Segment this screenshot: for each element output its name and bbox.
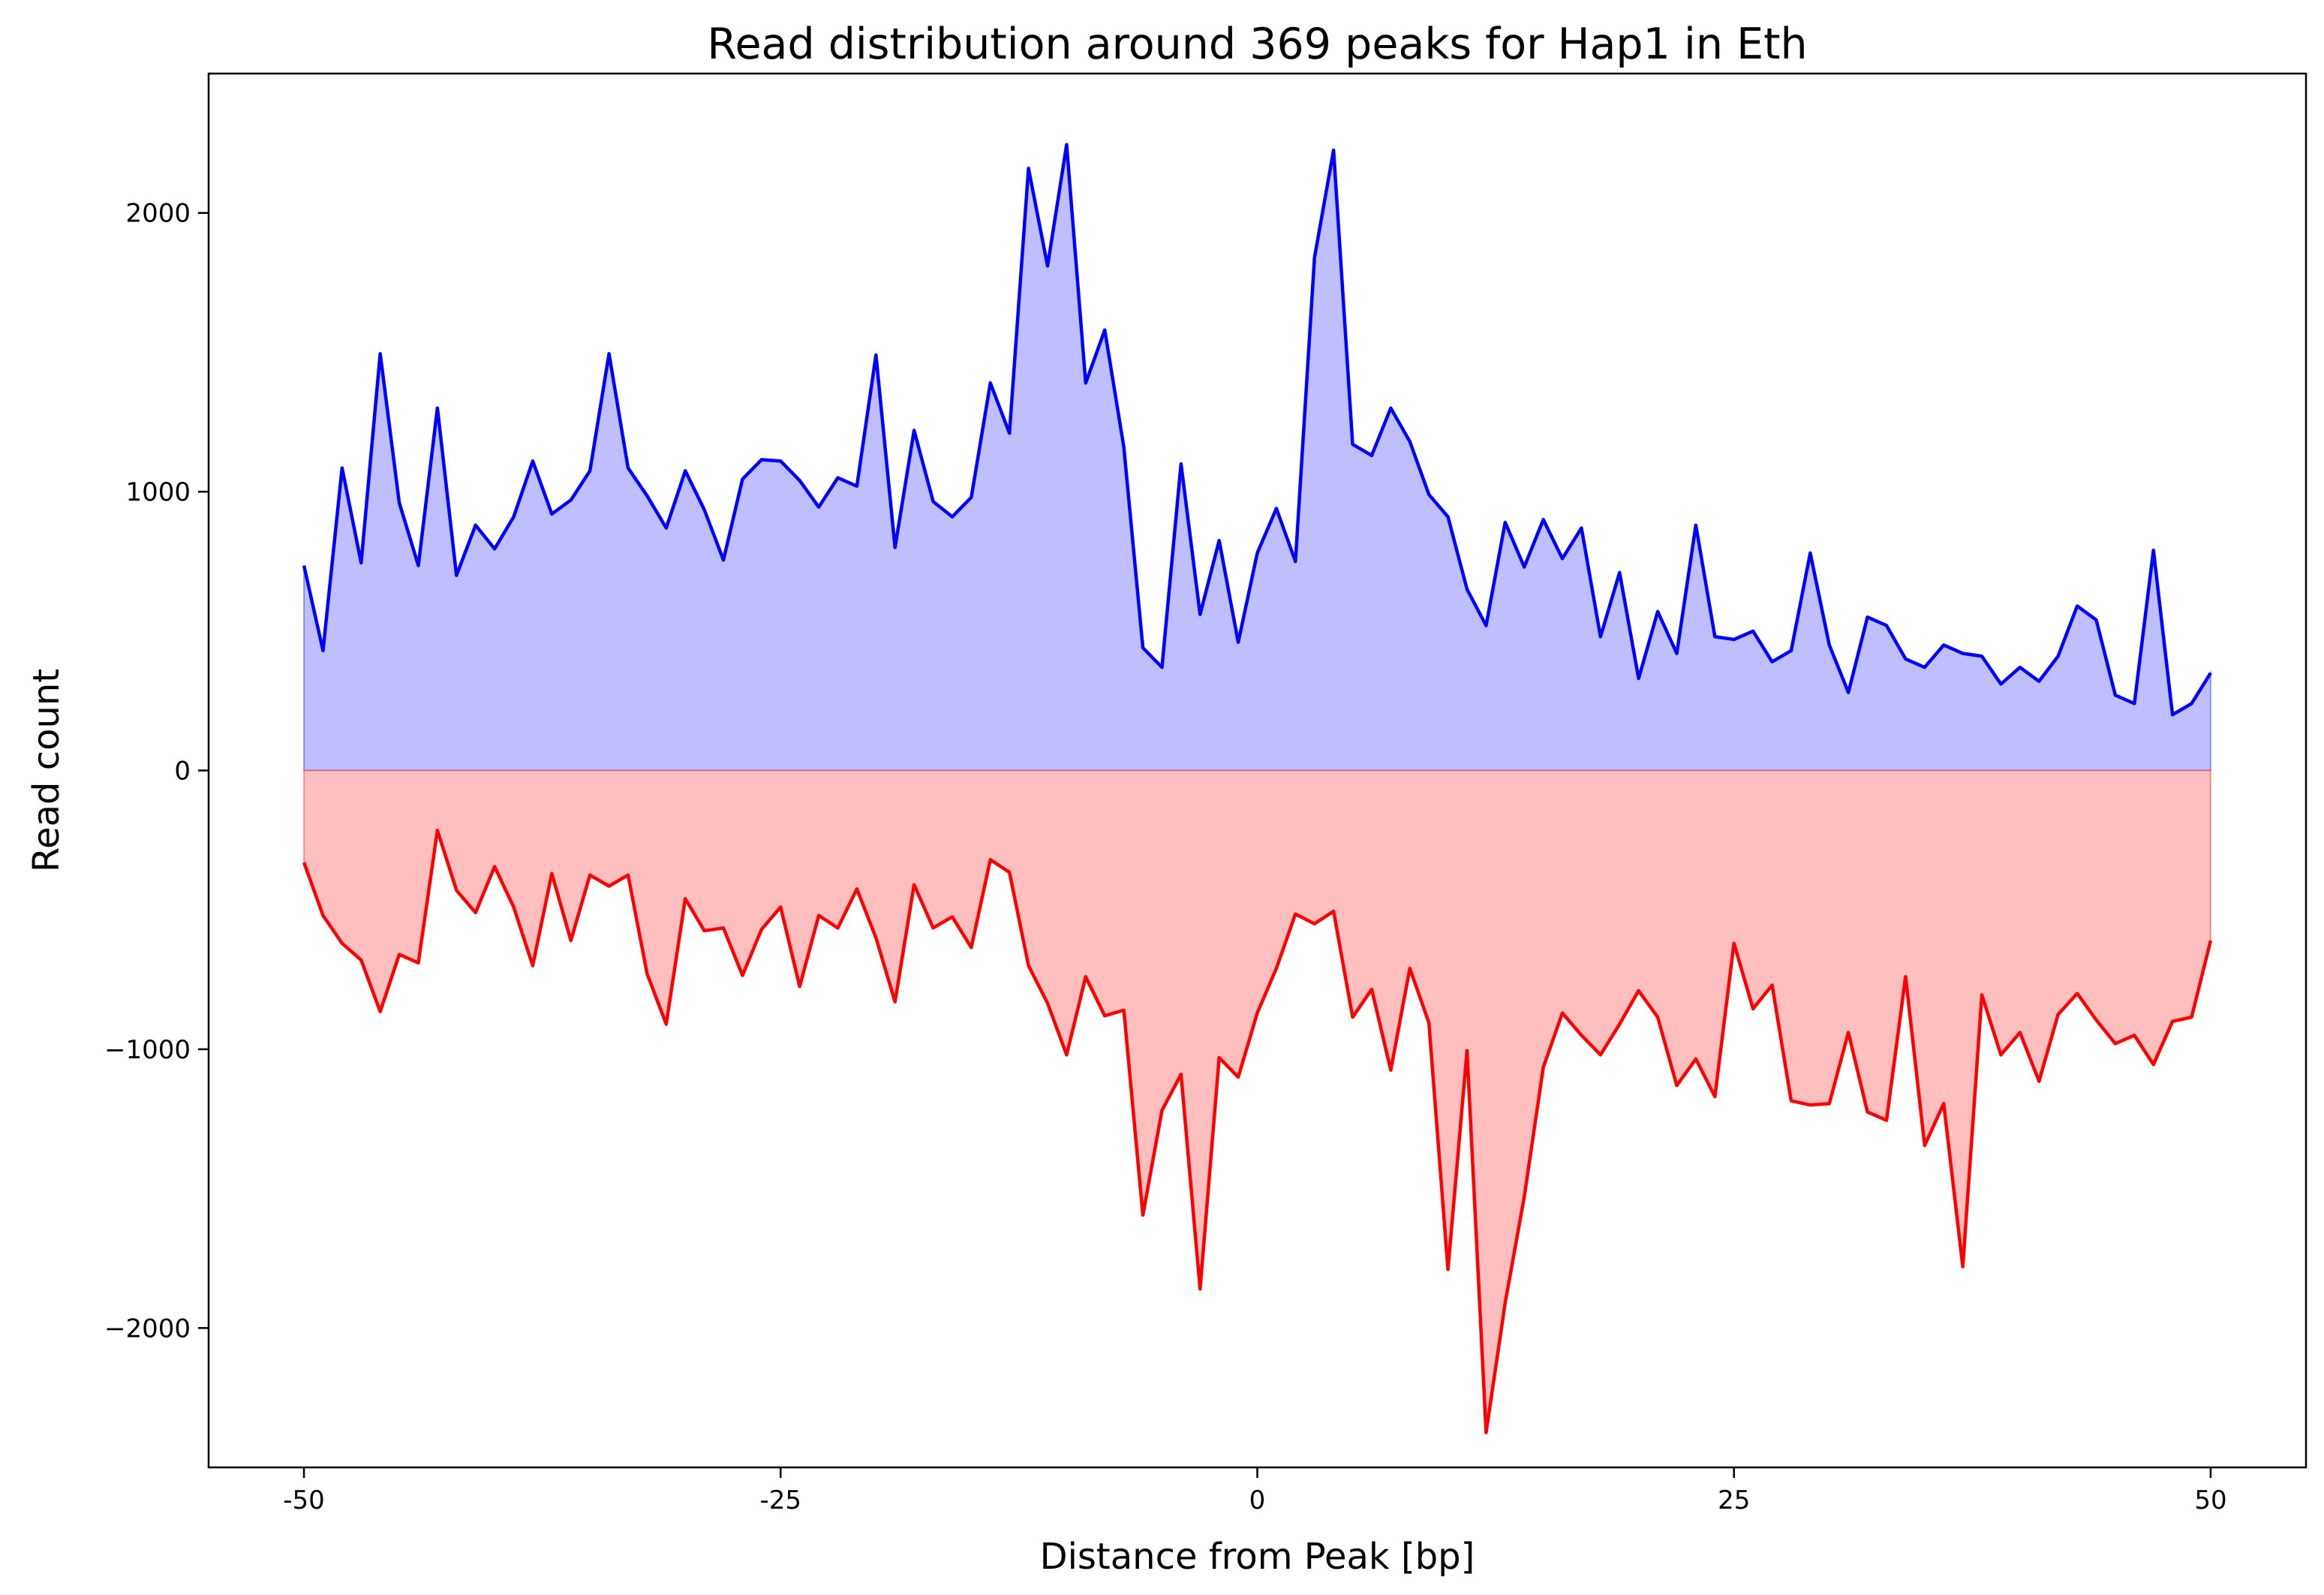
x-tick-label: 50 [2194, 1485, 2226, 1515]
x-tick-label: -50 [283, 1485, 325, 1515]
x-axis-label: Distance from Peak [bp] [1040, 1536, 1475, 1578]
y-tick-label: −2000 [104, 1314, 191, 1344]
series-lines [302, 143, 2213, 1434]
y-tick-label: 2000 [125, 199, 191, 229]
y-axis-label: Read count [26, 669, 68, 872]
x-tick-label: 0 [1249, 1485, 1266, 1515]
x-tick-label: 25 [1718, 1485, 1750, 1515]
y-tick-label: 0 [174, 757, 191, 787]
x-tick-label: -25 [759, 1485, 801, 1515]
y-tick-label: 1000 [125, 477, 191, 507]
y-axis-ticks: −2000 −1000 0 1000 2000 [104, 199, 209, 1344]
chart-title: Read distribution around 369 peaks for H… [707, 20, 1807, 69]
x-axis-ticks: -50 -25 0 25 50 [283, 1467, 2227, 1515]
series-1-line [302, 829, 2213, 1434]
y-tick-label: −1000 [104, 1035, 191, 1065]
series-0-line [302, 143, 2212, 717]
